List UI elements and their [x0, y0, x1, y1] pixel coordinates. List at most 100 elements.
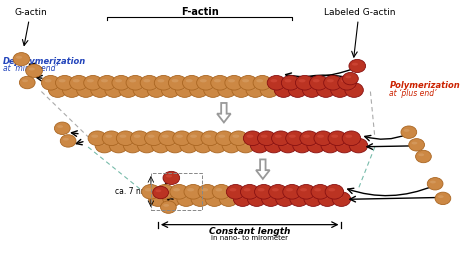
Ellipse shape [52, 86, 59, 90]
Ellipse shape [254, 142, 261, 145]
Ellipse shape [194, 138, 212, 153]
Text: Depolymerization: Depolymerization [3, 57, 86, 66]
Ellipse shape [348, 86, 355, 90]
Ellipse shape [55, 75, 74, 90]
Text: Labeled G-actin: Labeled G-actin [324, 8, 396, 17]
Ellipse shape [166, 175, 172, 178]
Ellipse shape [246, 135, 254, 138]
Polygon shape [217, 103, 231, 122]
Ellipse shape [149, 192, 167, 206]
Ellipse shape [197, 142, 204, 145]
Ellipse shape [282, 142, 289, 145]
Ellipse shape [134, 135, 141, 138]
Ellipse shape [292, 86, 299, 90]
Ellipse shape [317, 83, 335, 98]
Ellipse shape [133, 83, 152, 98]
Ellipse shape [182, 75, 201, 90]
Ellipse shape [276, 192, 294, 206]
Ellipse shape [327, 79, 334, 82]
Ellipse shape [175, 83, 194, 98]
Ellipse shape [243, 131, 262, 145]
Ellipse shape [255, 184, 273, 199]
Ellipse shape [229, 131, 248, 145]
Ellipse shape [156, 184, 174, 199]
Ellipse shape [240, 184, 259, 199]
Ellipse shape [218, 83, 237, 98]
Ellipse shape [283, 184, 301, 199]
Ellipse shape [401, 126, 417, 138]
Ellipse shape [73, 79, 80, 82]
Ellipse shape [242, 79, 249, 82]
Ellipse shape [438, 195, 444, 198]
Ellipse shape [303, 135, 310, 138]
Ellipse shape [142, 184, 160, 199]
Ellipse shape [341, 79, 348, 82]
Ellipse shape [208, 138, 227, 153]
Ellipse shape [427, 178, 443, 190]
Ellipse shape [98, 75, 116, 90]
Ellipse shape [126, 75, 145, 90]
Ellipse shape [290, 192, 309, 206]
Text: ca. 7 nm: ca. 7 nm [115, 187, 148, 196]
Ellipse shape [28, 68, 35, 70]
Ellipse shape [321, 138, 339, 153]
Ellipse shape [152, 195, 159, 199]
Ellipse shape [345, 76, 351, 78]
Ellipse shape [239, 75, 257, 90]
Ellipse shape [48, 83, 67, 98]
Ellipse shape [194, 195, 201, 199]
Ellipse shape [416, 150, 431, 163]
Ellipse shape [55, 122, 70, 135]
Ellipse shape [235, 86, 242, 90]
Ellipse shape [201, 188, 208, 191]
Ellipse shape [324, 75, 342, 90]
Ellipse shape [98, 142, 105, 145]
Ellipse shape [180, 138, 198, 153]
Ellipse shape [237, 195, 244, 199]
Ellipse shape [349, 59, 365, 73]
Text: F-actin: F-actin [181, 7, 219, 17]
Ellipse shape [190, 135, 197, 138]
Ellipse shape [293, 195, 300, 199]
Ellipse shape [229, 188, 237, 191]
Ellipse shape [282, 75, 300, 90]
Ellipse shape [173, 131, 191, 145]
Ellipse shape [244, 188, 251, 191]
Ellipse shape [145, 131, 163, 145]
Ellipse shape [336, 195, 342, 199]
Ellipse shape [163, 171, 180, 184]
Ellipse shape [16, 56, 22, 59]
Ellipse shape [115, 79, 122, 82]
Ellipse shape [161, 201, 176, 213]
Ellipse shape [159, 131, 177, 145]
Ellipse shape [264, 138, 283, 153]
Text: Polymerization: Polymerization [389, 81, 460, 90]
Ellipse shape [314, 131, 332, 145]
Ellipse shape [249, 86, 256, 90]
Ellipse shape [246, 83, 264, 98]
Ellipse shape [338, 142, 345, 145]
Ellipse shape [411, 142, 418, 145]
Ellipse shape [247, 192, 266, 206]
Ellipse shape [41, 75, 60, 90]
Ellipse shape [187, 188, 194, 191]
Ellipse shape [101, 79, 108, 82]
Ellipse shape [176, 135, 183, 138]
Text: G-actin: G-actin [15, 8, 47, 17]
Ellipse shape [193, 86, 200, 90]
Ellipse shape [215, 131, 234, 145]
Ellipse shape [143, 79, 150, 82]
Ellipse shape [63, 138, 69, 141]
Ellipse shape [260, 83, 279, 98]
Ellipse shape [137, 138, 156, 153]
Ellipse shape [159, 188, 166, 191]
Ellipse shape [307, 138, 325, 153]
Ellipse shape [180, 195, 187, 199]
Ellipse shape [163, 204, 169, 207]
Ellipse shape [262, 192, 280, 206]
Ellipse shape [22, 79, 28, 82]
Ellipse shape [80, 86, 87, 90]
Ellipse shape [253, 75, 272, 90]
Text: Constant length: Constant length [209, 227, 291, 236]
Ellipse shape [331, 135, 338, 138]
